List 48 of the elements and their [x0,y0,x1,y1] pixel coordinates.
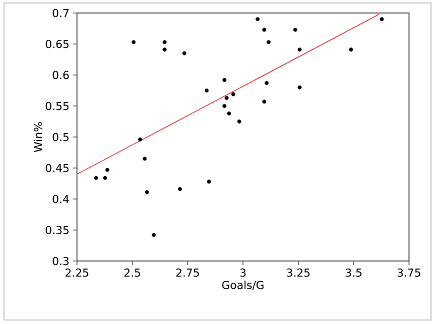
x-axis-title: Goals/G [222,280,264,290]
point [138,137,142,142]
point [94,176,98,180]
point [103,176,108,180]
y-tick-label: 0.55 [46,102,69,110]
point [224,96,229,100]
x-tick-label: 3.75 [398,268,420,277]
x-tick-label: 3.25 [286,268,310,277]
point [264,81,269,86]
point [222,104,226,108]
y-axis-title: Win% [34,122,42,152]
y-tick-label: 0.45 [46,164,69,172]
point [152,232,156,237]
point [182,51,186,56]
y-tick-label: 0.7 [52,8,69,18]
y-tick-label: 0.6 [52,70,69,80]
point [132,40,136,44]
point [142,156,147,161]
point [256,17,260,22]
point [380,17,384,22]
x-tick-label: 2.25 [66,268,88,277]
y-tick-label: 0.5 [52,132,69,142]
y-tick-label: 0.65 [46,40,69,48]
y-tick-label: 0.4 [52,194,69,204]
point [162,40,167,44]
point [222,78,226,82]
point [349,48,354,52]
point [298,48,302,52]
x-tick-label: 3.5 [346,268,362,277]
point [105,168,110,172]
x-tick-label: 3 [240,268,246,277]
point [266,40,271,44]
point [293,28,298,32]
point [162,48,167,52]
point [231,92,236,96]
point [262,100,266,104]
y-tick-label: 0.3 [52,256,69,266]
x-tick-label: 2.5 [124,268,140,277]
point [144,190,149,194]
point [298,85,302,90]
point [178,187,182,192]
point [206,180,211,184]
point [262,28,266,32]
point [227,111,232,116]
y-tick-label: 0.35 [46,226,69,234]
x-tick-label: 2.75 [176,268,199,277]
point [237,120,242,124]
point [204,88,209,92]
